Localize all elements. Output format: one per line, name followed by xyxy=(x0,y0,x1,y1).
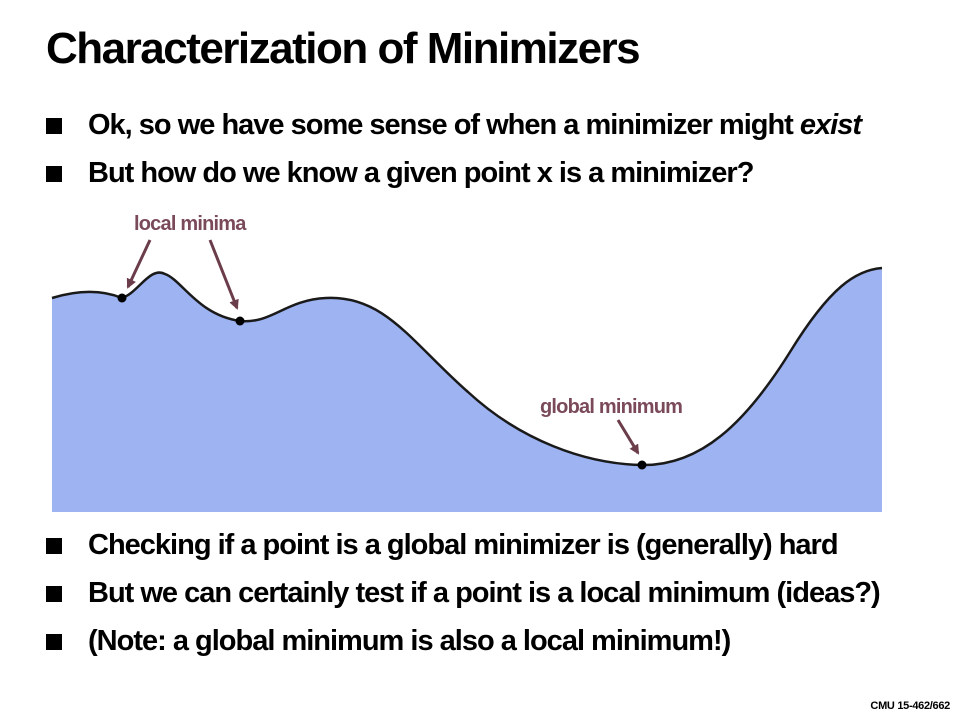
global-minimum-label: global minimum xyxy=(540,396,682,418)
bullet-square-icon xyxy=(46,166,62,182)
local-minima-label: local minima xyxy=(134,213,247,235)
slide-title: Characterization of Minimizers xyxy=(46,24,641,73)
local-min-point xyxy=(235,316,245,326)
local-min-arrow xyxy=(208,239,239,310)
bullet-text: Checking if a point is a global minimize… xyxy=(88,529,839,561)
bullet-text: (Note: a global minimum is also a local … xyxy=(88,625,731,657)
global-min-point xyxy=(637,460,647,470)
course-footer: CMU 15-462/662 xyxy=(870,700,950,712)
bullet-text: But we can certainly test if a point is … xyxy=(88,577,881,609)
bullet-text: Ok, so we have some sense of when a mini… xyxy=(88,109,800,141)
bullet-square-icon xyxy=(46,118,62,134)
global-min-arrow xyxy=(616,419,640,455)
bullet-square-icon xyxy=(46,538,62,554)
bullet-square-icon xyxy=(46,634,62,650)
local-min-point xyxy=(117,293,127,303)
minimizer-diagram: local minima global minimum xyxy=(51,213,883,512)
bullet-text: But how do we know a given point x is a … xyxy=(88,157,754,189)
function-curve xyxy=(51,266,883,467)
bullet-square-icon xyxy=(46,586,62,602)
bullet-emphasis: exist xyxy=(799,109,862,141)
function-area xyxy=(52,268,882,512)
local-min-arrow xyxy=(126,239,152,289)
